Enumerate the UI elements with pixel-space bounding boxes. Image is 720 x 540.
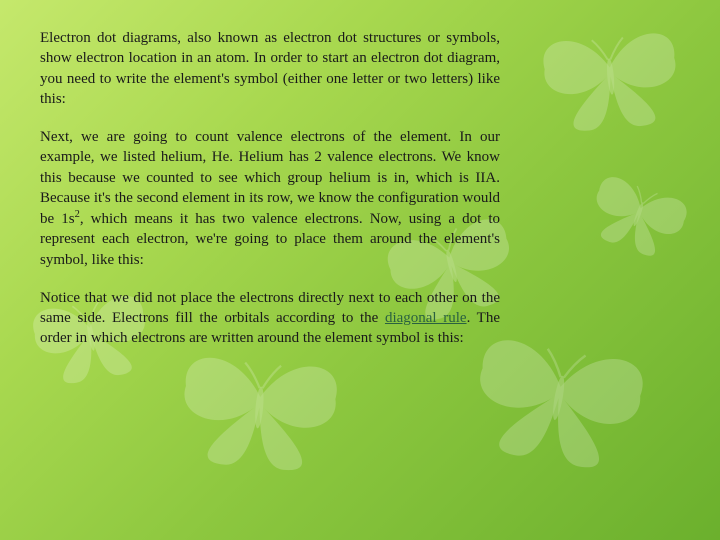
butterfly-decoration xyxy=(571,141,709,279)
diagonal-rule-link[interactable]: diagonal rule xyxy=(385,310,467,326)
slide-content: Electron dot diagrams, also known as ele… xyxy=(0,0,560,387)
p2-part-b: , which means it has two valence electro… xyxy=(40,211,500,268)
paragraph-3: Notice that we did not place the electro… xyxy=(40,288,500,349)
paragraph-1: Electron dot diagrams, also known as ele… xyxy=(40,28,500,109)
paragraph-2: Next, we are going to count valence elec… xyxy=(40,127,500,270)
